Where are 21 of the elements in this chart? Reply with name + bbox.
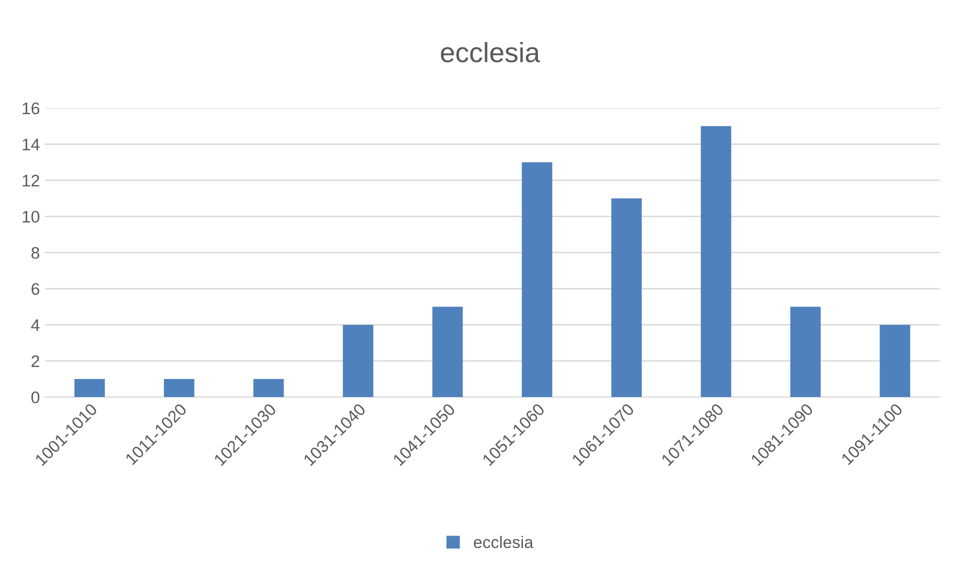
y-tick-label: 2: [32, 355, 40, 367]
y-tick-label: 4: [31, 319, 40, 331]
bar: [164, 379, 194, 398]
bar: [611, 198, 642, 398]
y-tick-label: 0: [31, 391, 40, 404]
bar: [790, 306, 821, 398]
y-tick-label: 16: [22, 102, 40, 114]
bar: [880, 324, 910, 398]
bar: [342, 324, 374, 398]
y-tick-label: 8: [31, 246, 40, 259]
y-tick-label: 6: [32, 283, 40, 295]
y-tick-label: 12: [22, 174, 40, 186]
y-tick-label: 14: [22, 138, 40, 150]
bar: [432, 306, 463, 398]
bar: [522, 162, 552, 398]
legend-label: ecclesia: [474, 536, 534, 548]
y-tick-label: 10: [22, 210, 40, 223]
bar: [700, 126, 732, 398]
bar: [74, 379, 105, 398]
bar: [253, 379, 284, 398]
chart-title: ecclesia: [440, 42, 540, 62]
